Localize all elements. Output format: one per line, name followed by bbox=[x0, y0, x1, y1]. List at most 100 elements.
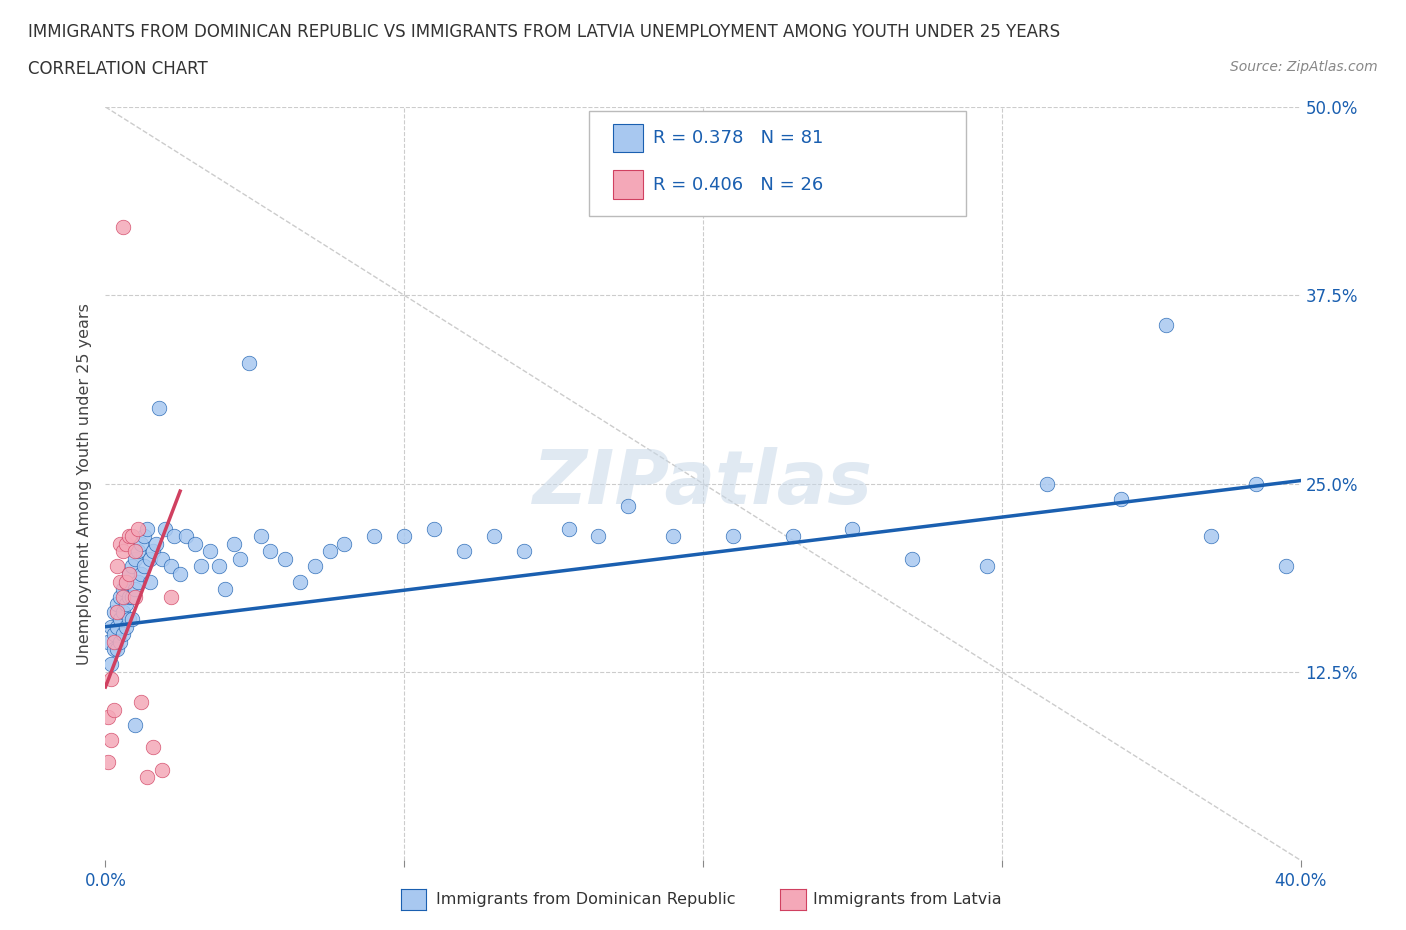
Point bbox=[169, 566, 191, 581]
Text: IMMIGRANTS FROM DOMINICAN REPUBLIC VS IMMIGRANTS FROM LATVIA UNEMPLOYMENT AMONG : IMMIGRANTS FROM DOMINICAN REPUBLIC VS IM… bbox=[28, 23, 1060, 41]
Point bbox=[288, 574, 311, 589]
Point bbox=[318, 544, 340, 559]
Point bbox=[124, 551, 146, 566]
Text: Immigrants from Dominican Republic: Immigrants from Dominican Republic bbox=[436, 892, 735, 907]
Point bbox=[107, 642, 129, 657]
Point bbox=[304, 559, 326, 574]
Point bbox=[118, 566, 141, 581]
Point bbox=[198, 544, 221, 559]
Point bbox=[394, 529, 416, 544]
Point bbox=[100, 619, 122, 634]
Point bbox=[107, 604, 129, 619]
Point bbox=[150, 551, 173, 566]
Point bbox=[273, 551, 295, 566]
Point bbox=[107, 619, 129, 634]
Point bbox=[155, 522, 177, 537]
Point bbox=[229, 551, 252, 566]
Point bbox=[1154, 318, 1177, 333]
Point bbox=[112, 544, 135, 559]
Point bbox=[482, 529, 505, 544]
Point bbox=[721, 529, 744, 544]
Point bbox=[121, 612, 143, 627]
Point bbox=[513, 544, 536, 559]
FancyBboxPatch shape bbox=[589, 111, 966, 216]
Point bbox=[118, 566, 141, 581]
Point bbox=[129, 537, 153, 551]
Point bbox=[118, 529, 141, 544]
Point bbox=[100, 732, 122, 747]
Point bbox=[174, 529, 197, 544]
Point bbox=[112, 604, 135, 619]
Point bbox=[142, 740, 165, 755]
Point bbox=[1274, 559, 1296, 574]
Point bbox=[112, 590, 135, 604]
Point bbox=[1111, 491, 1133, 506]
Point bbox=[190, 559, 212, 574]
Point bbox=[110, 634, 132, 649]
Point bbox=[662, 529, 685, 544]
Point bbox=[139, 574, 162, 589]
Point bbox=[115, 537, 138, 551]
Point bbox=[160, 590, 183, 604]
Point bbox=[103, 702, 125, 717]
Point bbox=[112, 581, 135, 596]
Point bbox=[100, 657, 122, 671]
Point bbox=[97, 634, 120, 649]
Point bbox=[103, 634, 125, 649]
Point bbox=[124, 581, 146, 596]
Point bbox=[250, 529, 273, 544]
Point bbox=[127, 522, 149, 537]
Point bbox=[588, 529, 610, 544]
Point bbox=[163, 529, 186, 544]
Bar bbox=[613, 124, 644, 153]
Y-axis label: Unemployment Among Youth under 25 years: Unemployment Among Youth under 25 years bbox=[76, 302, 91, 665]
Point bbox=[136, 770, 159, 785]
Point bbox=[103, 642, 125, 657]
Point bbox=[103, 627, 125, 642]
Text: ZIPatlas: ZIPatlas bbox=[533, 447, 873, 520]
Point bbox=[124, 544, 146, 559]
Point bbox=[100, 672, 122, 687]
Point bbox=[121, 559, 143, 574]
Point bbox=[103, 604, 125, 619]
Point bbox=[115, 574, 138, 589]
Point bbox=[184, 537, 207, 551]
Point bbox=[150, 763, 173, 777]
Bar bbox=[613, 170, 644, 199]
Point bbox=[160, 559, 183, 574]
Point bbox=[110, 590, 132, 604]
Point bbox=[118, 590, 141, 604]
Point bbox=[901, 551, 924, 566]
Point bbox=[841, 522, 863, 537]
Point bbox=[136, 522, 159, 537]
Text: Source: ZipAtlas.com: Source: ZipAtlas.com bbox=[1230, 60, 1378, 74]
Point bbox=[1035, 476, 1057, 491]
Point bbox=[333, 537, 356, 551]
Point bbox=[107, 559, 129, 574]
Point bbox=[121, 590, 143, 604]
Point bbox=[124, 717, 146, 732]
Text: CORRELATION CHART: CORRELATION CHART bbox=[28, 60, 208, 78]
Point bbox=[782, 529, 804, 544]
Point bbox=[453, 544, 475, 559]
Point bbox=[617, 498, 640, 513]
Point bbox=[976, 559, 998, 574]
Point bbox=[134, 529, 156, 544]
Point bbox=[145, 537, 167, 551]
Point bbox=[129, 695, 153, 710]
Point bbox=[129, 566, 153, 581]
Point bbox=[110, 574, 132, 589]
Point bbox=[97, 755, 120, 770]
Point bbox=[238, 355, 260, 370]
Point bbox=[148, 401, 170, 416]
Point bbox=[110, 537, 132, 551]
Point bbox=[115, 597, 138, 612]
Point bbox=[1199, 529, 1222, 544]
Point bbox=[423, 522, 446, 537]
Point bbox=[127, 544, 149, 559]
Point bbox=[208, 559, 231, 574]
Point bbox=[115, 574, 138, 589]
Text: Immigrants from Latvia: Immigrants from Latvia bbox=[813, 892, 1001, 907]
Point bbox=[97, 710, 120, 724]
Point bbox=[124, 590, 146, 604]
